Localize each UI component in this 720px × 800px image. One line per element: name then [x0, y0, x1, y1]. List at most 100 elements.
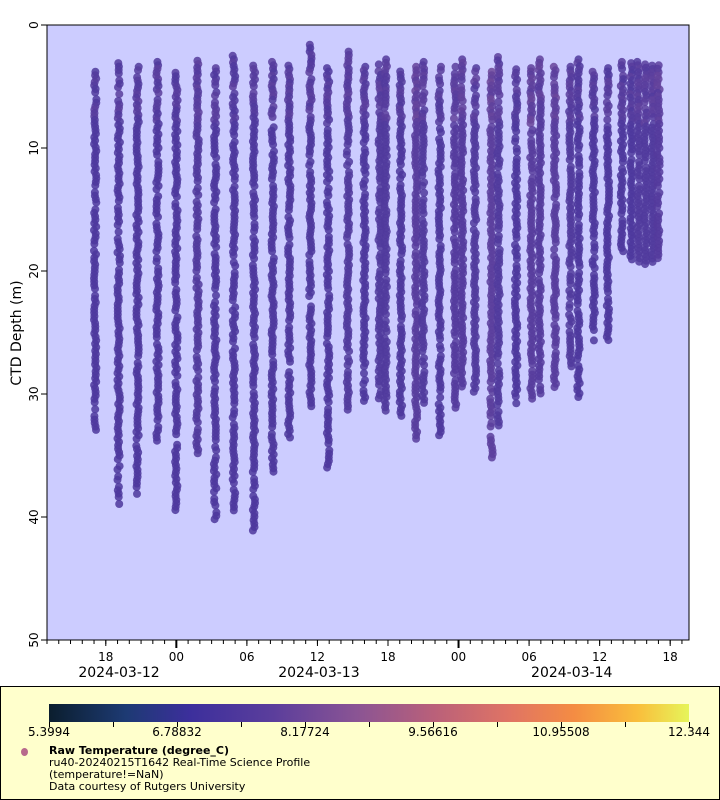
colorbar-tick — [433, 722, 434, 727]
data-point — [91, 88, 100, 97]
data-point — [536, 389, 545, 398]
data-point — [589, 233, 598, 242]
data-point — [152, 247, 161, 256]
data-point — [285, 233, 294, 242]
colorbar-tick — [369, 722, 370, 727]
data-point — [653, 202, 662, 211]
profile — [380, 55, 391, 415]
profile — [456, 55, 468, 391]
data-point — [436, 393, 445, 402]
data-point — [512, 254, 521, 263]
data-point — [551, 341, 560, 350]
data-point — [436, 334, 445, 343]
data-point — [285, 316, 294, 325]
data-point — [381, 406, 390, 415]
data-point — [211, 81, 220, 90]
profile — [209, 64, 221, 524]
profile — [534, 55, 545, 398]
data-point — [359, 396, 368, 405]
data-point — [590, 105, 599, 114]
legend-marker-icon — [21, 748, 28, 756]
x-date-label: 2024-03-14 — [531, 665, 612, 681]
data-point — [212, 446, 221, 455]
data-point — [324, 398, 333, 407]
data-point — [360, 369, 368, 378]
data-point — [114, 83, 122, 92]
data-point — [604, 336, 613, 345]
data-point — [133, 489, 141, 498]
data-point — [565, 303, 574, 312]
data-point — [172, 430, 181, 439]
x-tick-label: 18 — [380, 650, 395, 664]
data-point — [511, 137, 520, 146]
data-point — [324, 284, 333, 293]
data-point — [152, 257, 161, 266]
data-point — [231, 261, 240, 270]
data-point — [627, 255, 636, 264]
data-point — [604, 108, 612, 117]
data-point — [90, 239, 99, 248]
data-point — [617, 209, 626, 218]
x-tick-label: 00 — [451, 650, 466, 664]
data-point — [194, 366, 203, 375]
data-point — [486, 412, 495, 421]
data-point — [154, 212, 162, 221]
data-point — [451, 403, 460, 412]
data-point — [382, 327, 391, 336]
data-point — [305, 106, 314, 115]
data-point — [565, 155, 574, 164]
data-point — [635, 150, 644, 159]
data-point — [114, 69, 123, 78]
profile — [647, 61, 658, 266]
data-point — [230, 131, 239, 139]
data-point — [114, 196, 123, 205]
data-point — [323, 119, 331, 128]
profile — [90, 67, 101, 434]
data-point — [153, 150, 162, 159]
data-point — [172, 192, 181, 201]
data-point — [132, 483, 141, 491]
data-point — [228, 413, 237, 422]
data-point — [575, 162, 584, 171]
data-point — [512, 234, 521, 242]
data-point — [324, 225, 333, 234]
profile — [640, 60, 651, 269]
data-point — [450, 114, 458, 123]
data-point — [268, 113, 277, 121]
data-point — [397, 250, 406, 258]
data-point — [210, 487, 218, 496]
data-point — [420, 361, 429, 369]
data-point — [114, 227, 123, 236]
legend-credit: Data courtesy of Rutgers University — [49, 780, 246, 793]
data-point — [486, 422, 495, 431]
data-point — [528, 167, 537, 176]
data-point — [436, 80, 445, 88]
y-axis: 0 10 20 30 40 50 — [27, 21, 47, 648]
data-point — [551, 238, 560, 247]
profile — [434, 62, 445, 440]
colorbar-tick — [177, 722, 178, 727]
data-point — [248, 468, 257, 476]
profile — [113, 59, 124, 508]
data-point — [134, 66, 142, 75]
data-point — [249, 485, 258, 494]
x-tick-label: 06 — [239, 650, 254, 664]
data-point — [603, 115, 612, 124]
data-point — [323, 177, 331, 186]
data-point — [229, 251, 238, 260]
data-point — [211, 91, 219, 100]
data-point — [535, 269, 544, 277]
data-point — [249, 381, 258, 390]
data-point — [343, 233, 351, 242]
data-point — [653, 181, 662, 190]
legend-constraint: (temperature!=NaN) — [49, 768, 164, 781]
data-point — [566, 293, 575, 302]
data-point — [435, 431, 444, 440]
profile — [549, 62, 561, 392]
data-point — [91, 405, 100, 414]
y-tick-label: 10 — [27, 140, 41, 155]
y-tick-label: 50 — [27, 632, 41, 647]
profile — [633, 57, 644, 266]
data-point — [229, 337, 237, 346]
data-point — [528, 360, 537, 369]
